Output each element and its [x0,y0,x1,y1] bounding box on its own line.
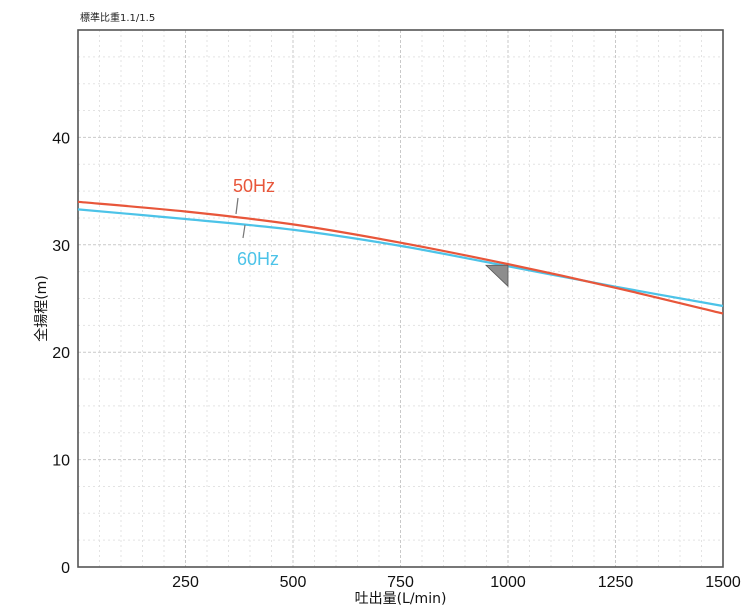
y-tick-label: 0 [61,560,70,577]
leader-line-50hz [235,197,239,215]
tick-labels: 250 500 750 1000 1250 1500 0 10 20 30 40 [52,130,741,591]
y-tick-label: 10 [52,453,70,470]
series-line-50hz [77,200,724,315]
grid [78,30,723,567]
x-tick-label: 750 [387,574,414,591]
operating-point-marker [485,264,509,288]
leader-line-60hz [242,224,246,239]
series-label-60hz: 60Hz [237,249,279,269]
y-tick-label: 40 [52,130,70,147]
x-tick-label: 1250 [598,574,634,591]
x-tick-label: 1000 [490,574,526,591]
y-axis-title: 全揚程(m) [33,275,50,342]
series-label-50hz: 50Hz [233,176,275,196]
x-tick-label: 250 [172,574,199,591]
series-layer [77,200,724,315]
y-tick-label: 30 [52,238,70,255]
x-tick-label: 1500 [705,574,741,591]
x-tick-label: 500 [280,574,307,591]
plot-frame [77,29,724,568]
series-labels: 50Hz 60Hz [233,176,279,269]
x-axis-title: 吐出量(L/min) [355,591,447,607]
chart-note: 標準比重1.1/1.5 [80,11,155,24]
y-tick-label: 20 [52,345,70,362]
